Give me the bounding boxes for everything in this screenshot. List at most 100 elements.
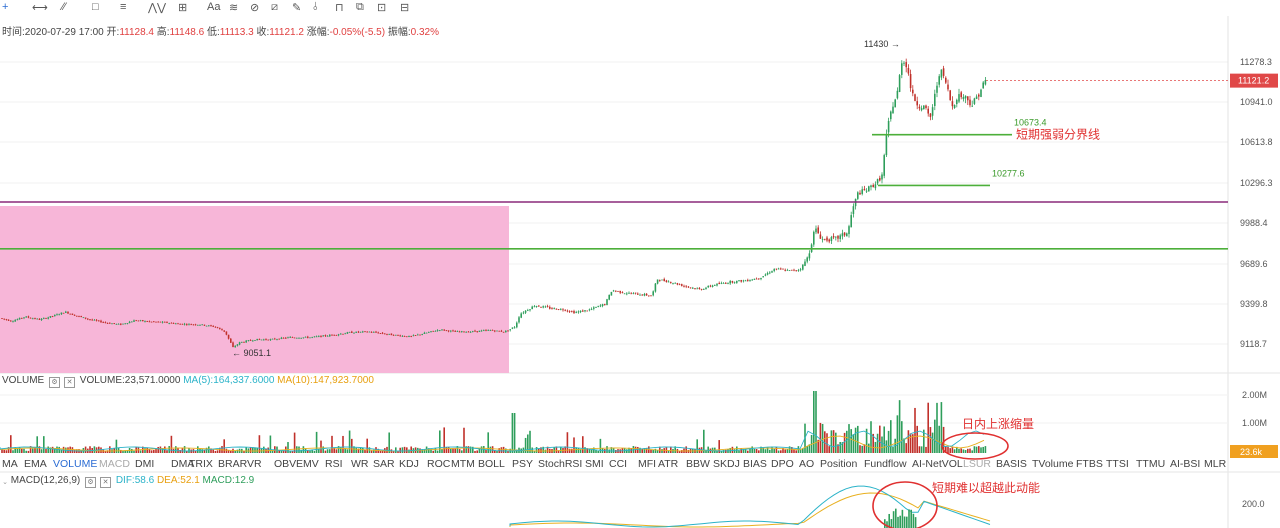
parallel-lines-icon[interactable]: ≡ — [120, 1, 127, 13]
horizontal-line-icon[interactable]: ⟷ — [32, 2, 48, 14]
candle-body — [307, 336, 309, 338]
text-icon[interactable]: Aa — [207, 1, 221, 13]
indicator-tab-ema[interactable]: EMA — [24, 458, 47, 470]
candle-body — [628, 292, 630, 294]
candle-body — [243, 341, 245, 343]
level-label: 10277.6 — [992, 168, 1025, 178]
indicator-tab-ai-netvol[interactable]: AI-NetVOL — [912, 458, 963, 470]
wave-icon[interactable]: ⋀⋁ — [148, 2, 167, 14]
volume-bar — [252, 447, 254, 453]
indicator-tab-ai-bsi[interactable]: AI-BSI — [1170, 458, 1201, 470]
indicator-tab-position[interactable]: Position — [820, 458, 858, 470]
indicator-tab-mfi[interactable]: MFI — [638, 458, 657, 470]
candle-body — [47, 317, 49, 319]
indicator-tab-mtm[interactable]: MTM — [451, 458, 475, 470]
volume-bar — [956, 446, 958, 453]
lock-icon[interactable]: ⊓ — [335, 2, 344, 14]
indicator-tab-wr[interactable]: WR — [351, 458, 369, 470]
indicator-tab-bias[interactable]: BIAS — [743, 458, 767, 470]
price-tick-label: 9399.8 — [1240, 299, 1268, 309]
price-tick-label: 9118.7 — [1240, 339, 1267, 349]
measure-icon[interactable]: ⊞ — [178, 2, 188, 14]
settings-icon[interactable]: ⚙ — [85, 477, 97, 488]
volume-bar — [764, 449, 767, 453]
indicator-tab-kdj[interactable]: KDJ — [399, 458, 419, 470]
indicator-tab-bbw[interactable]: BBW — [686, 458, 710, 470]
settings-icon[interactable]: ⚙ — [49, 377, 61, 388]
price-tick-label: 9689.6 — [1240, 259, 1268, 269]
indicator-tab-atr[interactable]: ATR — [658, 458, 679, 470]
indicator-tab-skdj[interactable]: SKDJ — [713, 458, 740, 470]
fibonacci-icon[interactable]: ≋ — [229, 2, 239, 14]
candle-body — [639, 294, 641, 296]
pattern-icon[interactable]: ⊘ — [250, 2, 260, 14]
volume-bar — [879, 425, 881, 453]
indicator-tab-ttsi[interactable]: TTSI — [1106, 458, 1129, 470]
candle-body — [850, 215, 852, 228]
candle-body — [351, 331, 353, 333]
collapse-icon[interactable]: ⌄ — [2, 479, 8, 486]
candle-body — [529, 309, 531, 311]
macd-dea-line — [509, 492, 991, 528]
copy-icon[interactable]: ⧉ — [356, 1, 364, 13]
indicator-tab-dma[interactable]: DMA — [171, 458, 195, 470]
volume-bar — [784, 449, 786, 453]
volume-bar — [150, 450, 153, 453]
candle-body — [269, 339, 272, 341]
candle-body — [861, 189, 863, 194]
trash-icon[interactable]: ⊟ — [400, 2, 410, 14]
indicator-tab-ma[interactable]: MA — [2, 458, 18, 470]
macd-dea: DEA:52.1 — [156, 475, 200, 486]
candle-body — [280, 337, 283, 339]
volume-bar — [366, 438, 368, 453]
volume-bar — [599, 438, 602, 453]
indicator-tab-ftbs[interactable]: FTBS — [1076, 458, 1103, 470]
indicator-tab-trix[interactable]: TRIX — [189, 458, 213, 470]
indicator-tab-cci[interactable]: CCI — [609, 458, 628, 470]
rectangle-icon[interactable]: □ — [92, 1, 99, 13]
indicator-tab-roc[interactable]: ROC — [427, 458, 451, 470]
candle-body — [973, 98, 976, 104]
indicator-tab-fundflow[interactable]: Fundflow — [864, 458, 907, 470]
indicator-tab-obv[interactable]: OBV — [274, 458, 297, 470]
pencil-icon[interactable]: ✎ — [292, 2, 302, 14]
indicator-tab-rsi[interactable]: RSI — [325, 458, 343, 470]
indicator-tab-basis[interactable]: BASIS — [996, 458, 1027, 470]
edit-layer-icon[interactable]: ⊡ — [377, 2, 387, 14]
indicator-tab-boll[interactable]: BOLL — [478, 458, 505, 470]
indicator-tab-macd[interactable]: MACD — [99, 458, 130, 470]
indicator-tab-ttmu[interactable]: TTMU — [1136, 458, 1166, 470]
indicator-tab-ao[interactable]: AO — [799, 458, 815, 470]
indicator-tab-smi[interactable]: SMI — [585, 458, 604, 470]
indicator-tab-vr[interactable]: VR — [247, 458, 262, 470]
indicator-tab-sar[interactable]: SAR — [373, 458, 395, 470]
indicator-tab-tvolume[interactable]: TVolume — [1032, 458, 1074, 470]
crosshair-icon[interactable]: + — [2, 1, 9, 13]
indicator-tab-dpo[interactable]: DPO — [771, 458, 794, 470]
close-icon[interactable]: ✕ — [100, 477, 112, 488]
candle-body — [150, 321, 153, 323]
candle-body — [540, 306, 542, 308]
close-icon[interactable]: ✕ — [64, 377, 76, 388]
indicator-tab-stochrsi[interactable]: StochRSI — [538, 458, 583, 470]
indicator-tab-volume[interactable]: VOLUME — [53, 458, 98, 470]
indicator-tab-psy[interactable]: PSY — [512, 458, 534, 470]
volume-bar — [665, 446, 668, 453]
volume-bar — [326, 449, 329, 453]
candle-body — [584, 310, 586, 312]
indicator-tab-mlr[interactable]: MLR — [1204, 458, 1227, 470]
magnet-icon[interactable]: ⫰ — [313, 1, 318, 13]
indicator-tab-dmi[interactable]: DMI — [135, 458, 155, 470]
volume-bar — [45, 449, 47, 453]
trend-line-icon[interactable]: ⁄⁄ — [62, 1, 66, 13]
ruler-icon[interactable]: ⧄ — [271, 1, 278, 13]
candle-body — [274, 338, 276, 340]
indicator-tab-brar[interactable]: BRAR — [218, 458, 248, 470]
candle-body — [813, 231, 815, 245]
candle-body — [905, 62, 907, 68]
price-tick-label: 11278.3 — [1240, 57, 1272, 67]
indicator-tab-emv[interactable]: EMV — [296, 458, 319, 470]
candle-body — [984, 80, 987, 85]
indicator-tab-lsur[interactable]: LSUR — [963, 458, 992, 470]
